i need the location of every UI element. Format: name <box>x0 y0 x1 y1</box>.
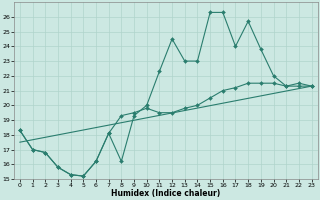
X-axis label: Humidex (Indice chaleur): Humidex (Indice chaleur) <box>111 189 220 198</box>
